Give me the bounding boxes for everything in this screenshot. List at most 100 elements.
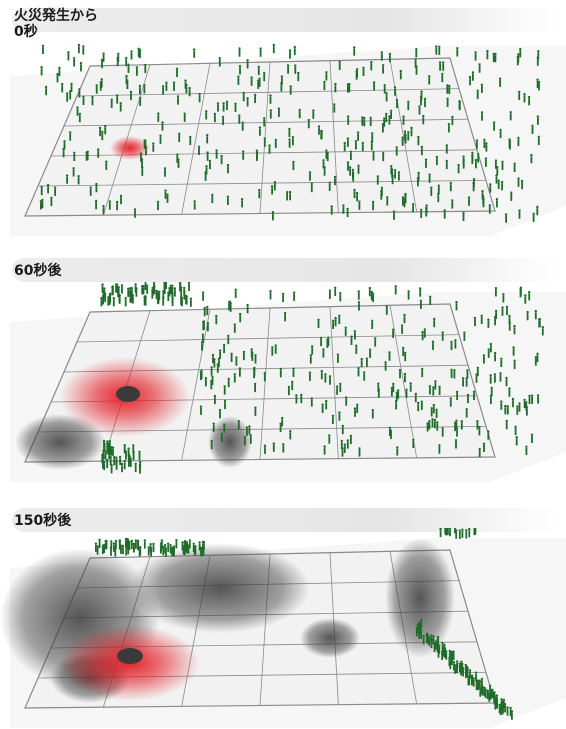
person-head: [283, 311, 287, 315]
person-figure: [456, 666, 458, 674]
person-figure: [490, 397, 492, 405]
person-head: [492, 52, 495, 55]
person-head: [420, 208, 423, 211]
person-figure: [450, 371, 453, 378]
person-figure: [182, 547, 185, 555]
person-head: [277, 107, 281, 110]
person-figure: [280, 84, 283, 92]
person-head: [516, 55, 519, 59]
person-head: [242, 350, 246, 354]
person-figure: [118, 296, 121, 304]
evacuees: [439, 528, 477, 539]
person-head: [527, 95, 531, 99]
person-figure: [525, 448, 528, 455]
person-figure: [439, 530, 442, 538]
person-figure: [115, 542, 117, 550]
person-figure: [220, 435, 223, 443]
person-figure: [354, 332, 356, 340]
person-figure: [338, 63, 341, 70]
person-head: [67, 51, 70, 54]
person-head: [360, 357, 363, 361]
person-figure: [317, 321, 320, 328]
person-head: [401, 136, 404, 139]
person-figure: [467, 396, 469, 404]
person-head: [508, 138, 511, 141]
person-figure: [373, 83, 375, 91]
person-head: [253, 366, 256, 370]
person-head: [41, 198, 44, 202]
person-head: [320, 369, 323, 373]
person-head: [257, 65, 260, 69]
person-head: [504, 213, 508, 216]
person-figure: [138, 549, 141, 557]
person-figure: [354, 409, 356, 417]
person-head: [468, 669, 472, 672]
person-figure: [76, 108, 79, 116]
person-figure: [242, 152, 245, 160]
person-head: [210, 439, 213, 443]
person-figure: [293, 293, 295, 301]
person-figure: [439, 63, 441, 71]
person-figure: [383, 86, 386, 94]
person-figure: [487, 350, 490, 358]
person-head: [405, 388, 408, 391]
person-figure: [153, 287, 156, 295]
person-figure: [502, 295, 505, 303]
person-figure: [341, 427, 344, 435]
person-figure: [185, 86, 188, 94]
person-figure: [106, 447, 109, 455]
person-head: [259, 47, 262, 50]
person-figure: [78, 46, 80, 54]
person-figure: [475, 161, 477, 169]
person-head: [201, 291, 205, 294]
person-figure: [513, 165, 516, 172]
person-figure: [115, 285, 117, 293]
person-head: [115, 460, 118, 463]
person-figure: [40, 68, 43, 76]
person-head: [472, 181, 475, 185]
person-head: [363, 116, 366, 120]
person-head: [328, 289, 332, 292]
person-figure: [407, 103, 410, 110]
person-head: [352, 172, 355, 175]
person-figure: [508, 323, 511, 331]
person-head: [218, 57, 221, 60]
person-head: [455, 390, 459, 394]
person-head: [108, 449, 111, 453]
person-figure: [468, 198, 470, 206]
person-head: [274, 138, 277, 142]
person-head: [455, 419, 458, 422]
person-figure: [272, 444, 275, 452]
person-figure: [157, 292, 159, 300]
person-figure: [483, 689, 486, 697]
person-figure: [324, 375, 327, 383]
person-figure: [132, 296, 134, 304]
person-figure: [241, 200, 243, 208]
person-head: [368, 286, 371, 290]
person-figure: [186, 543, 188, 551]
person-figure: [100, 80, 103, 88]
person-head: [156, 290, 160, 293]
person-head: [476, 366, 479, 370]
person-figure: [442, 63, 445, 71]
person-head: [323, 80, 326, 84]
person-head: [541, 326, 544, 329]
person-head: [175, 539, 178, 542]
person-head: [494, 159, 498, 162]
person-head: [520, 179, 524, 183]
person-head: [410, 126, 413, 130]
person-figure: [167, 294, 170, 301]
person-figure: [129, 295, 132, 303]
person-figure: [132, 446, 135, 454]
person-figure: [323, 447, 326, 455]
person-head: [505, 305, 509, 309]
person-head: [63, 140, 66, 143]
person-figure: [220, 157, 223, 165]
person-head: [173, 287, 177, 290]
person-head: [101, 453, 104, 457]
person-head: [455, 427, 459, 430]
person-figure: [102, 461, 104, 469]
person-figure: [62, 150, 65, 158]
person-head: [82, 45, 85, 48]
person-head: [179, 295, 183, 298]
